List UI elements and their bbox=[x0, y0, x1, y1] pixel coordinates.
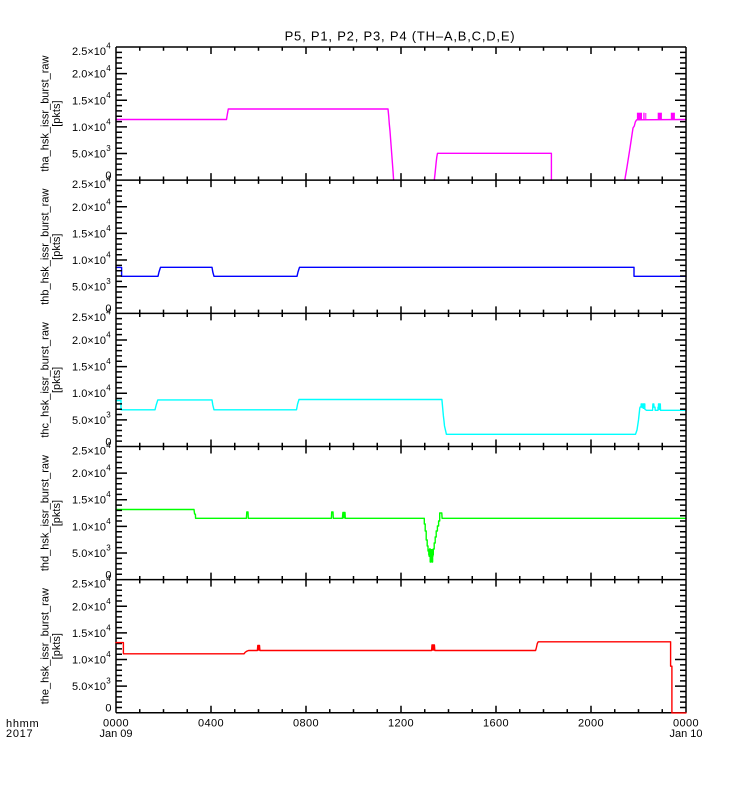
svg-text:hhmm: hhmm bbox=[6, 718, 39, 730]
svg-text:4: 4 bbox=[106, 490, 111, 499]
svg-text:P5, P1, P2, P3, P4 (TH–A,B,C,D: P5, P1, P2, P3, P4 (TH–A,B,C,D,E) bbox=[285, 29, 516, 44]
svg-text:0800: 0800 bbox=[293, 718, 319, 730]
svg-text:2.5×10: 2.5×10 bbox=[72, 445, 106, 457]
svg-text:[pkts]: [pkts] bbox=[51, 633, 63, 659]
svg-text:0: 0 bbox=[105, 303, 111, 315]
svg-text:4: 4 bbox=[106, 331, 111, 340]
svg-text:4: 4 bbox=[106, 224, 111, 233]
svg-text:4: 4 bbox=[106, 308, 111, 317]
svg-text:4: 4 bbox=[106, 41, 111, 50]
svg-text:5.0×10: 5.0×10 bbox=[72, 149, 106, 161]
svg-text:1.0×10: 1.0×10 bbox=[72, 655, 106, 667]
svg-text:0000: 0000 bbox=[103, 718, 129, 730]
svg-text:1200: 1200 bbox=[388, 718, 414, 730]
svg-text:[pkts]: [pkts] bbox=[51, 234, 63, 260]
svg-text:4: 4 bbox=[106, 64, 111, 73]
svg-text:4: 4 bbox=[106, 597, 111, 606]
svg-text:tha_hsk_issr_burst_raw: tha_hsk_issr_burst_raw bbox=[39, 55, 51, 171]
svg-text:3: 3 bbox=[106, 144, 111, 153]
svg-text:4: 4 bbox=[106, 384, 111, 393]
svg-text:2.5×10: 2.5×10 bbox=[72, 312, 106, 324]
svg-text:3: 3 bbox=[106, 544, 111, 553]
svg-text:1.0×10: 1.0×10 bbox=[72, 388, 106, 400]
svg-text:4: 4 bbox=[106, 175, 111, 184]
svg-text:2.0×10: 2.0×10 bbox=[72, 69, 106, 81]
svg-text:4: 4 bbox=[106, 357, 111, 366]
svg-text:2.0×10: 2.0×10 bbox=[72, 335, 106, 347]
svg-text:2.5×10: 2.5×10 bbox=[72, 578, 106, 590]
svg-text:thd_hsk_issr_burst_raw: thd_hsk_issr_burst_raw bbox=[39, 455, 51, 571]
svg-text:1.5×10: 1.5×10 bbox=[72, 628, 106, 640]
svg-text:4: 4 bbox=[106, 574, 111, 583]
svg-text:4: 4 bbox=[106, 623, 111, 632]
svg-text:thb_hsk_issr_burst_raw: thb_hsk_issr_burst_raw bbox=[39, 189, 51, 305]
svg-text:Jan 09: Jan 09 bbox=[99, 728, 132, 740]
svg-text:Jan 10: Jan 10 bbox=[669, 728, 702, 740]
svg-text:3: 3 bbox=[106, 677, 111, 686]
svg-text:2.0×10: 2.0×10 bbox=[72, 468, 106, 480]
svg-text:4: 4 bbox=[106, 91, 111, 100]
svg-text:1.0×10: 1.0×10 bbox=[72, 255, 106, 267]
svg-text:thc_hsk_issr_burst_raw: thc_hsk_issr_burst_raw bbox=[39, 322, 51, 438]
svg-text:2.0×10: 2.0×10 bbox=[72, 601, 106, 613]
svg-text:1.5×10: 1.5×10 bbox=[72, 362, 106, 374]
svg-text:2017: 2017 bbox=[6, 728, 33, 740]
svg-text:[pkts]: [pkts] bbox=[51, 100, 63, 126]
svg-text:4: 4 bbox=[106, 517, 111, 526]
svg-text:0: 0 bbox=[105, 436, 111, 448]
svg-text:4: 4 bbox=[106, 441, 111, 450]
svg-text:3: 3 bbox=[106, 277, 111, 286]
svg-text:3: 3 bbox=[106, 410, 111, 419]
svg-text:1.5×10: 1.5×10 bbox=[72, 495, 106, 507]
svg-text:1.0×10: 1.0×10 bbox=[72, 521, 106, 533]
svg-text:1.5×10: 1.5×10 bbox=[72, 95, 106, 107]
svg-text:5.0×10: 5.0×10 bbox=[72, 415, 106, 427]
svg-text:2.5×10: 2.5×10 bbox=[72, 179, 106, 191]
svg-text:[pkts]: [pkts] bbox=[51, 500, 63, 526]
svg-text:5.0×10: 5.0×10 bbox=[72, 282, 106, 294]
svg-text:2000: 2000 bbox=[578, 718, 604, 730]
svg-text:the_hsk_issr_burst_raw: the_hsk_issr_burst_raw bbox=[39, 588, 51, 704]
svg-text:2.5×10: 2.5×10 bbox=[72, 46, 106, 58]
svg-text:5.0×10: 5.0×10 bbox=[72, 681, 106, 693]
svg-text:4: 4 bbox=[106, 464, 111, 473]
svg-text:4: 4 bbox=[106, 251, 111, 260]
svg-text:2.0×10: 2.0×10 bbox=[72, 202, 106, 214]
svg-text:0: 0 bbox=[105, 703, 111, 715]
svg-text:4: 4 bbox=[106, 197, 111, 206]
svg-text:[pkts]: [pkts] bbox=[51, 367, 63, 393]
svg-text:1.5×10: 1.5×10 bbox=[72, 228, 106, 240]
svg-text:1.0×10: 1.0×10 bbox=[72, 122, 106, 134]
svg-text:5.0×10: 5.0×10 bbox=[72, 548, 106, 560]
svg-text:0: 0 bbox=[105, 170, 111, 182]
svg-text:0400: 0400 bbox=[198, 718, 224, 730]
svg-text:0: 0 bbox=[105, 569, 111, 581]
svg-text:4: 4 bbox=[106, 650, 111, 659]
svg-text:4: 4 bbox=[106, 117, 111, 126]
svg-text:1600: 1600 bbox=[483, 718, 509, 730]
svg-text:0000: 0000 bbox=[673, 718, 699, 730]
